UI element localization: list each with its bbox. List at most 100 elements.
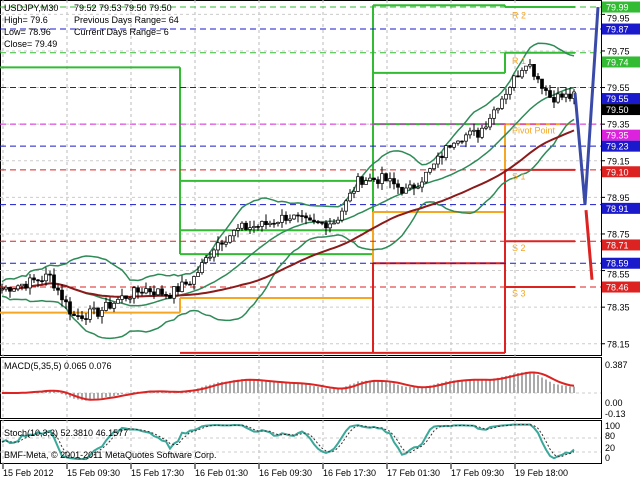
price-label-box bbox=[602, 140, 640, 152]
pivot-label: S 3 bbox=[512, 289, 526, 299]
candle-body bbox=[44, 273, 48, 282]
candle-body bbox=[108, 301, 112, 309]
x-tick-label: 16 Feb 09:30 bbox=[259, 468, 312, 478]
pivot-label: S 2 bbox=[512, 243, 526, 253]
candle-body bbox=[36, 279, 40, 282]
candle-body bbox=[532, 64, 536, 77]
candle-body bbox=[440, 155, 444, 159]
candle-body bbox=[524, 65, 528, 71]
copyright-label: BMF-Meta, © 2001-2011 MetaQuotes Softwar… bbox=[4, 450, 217, 460]
candle-body bbox=[428, 168, 432, 173]
candle-body bbox=[332, 222, 336, 225]
candle-body bbox=[500, 98, 504, 109]
candle-body bbox=[320, 221, 324, 224]
y-tick-label: 78.35 bbox=[607, 303, 630, 313]
candle-body bbox=[456, 140, 460, 144]
candle-body bbox=[316, 221, 320, 224]
candle-body bbox=[256, 226, 260, 228]
price-label-text: 79.10 bbox=[606, 167, 629, 177]
candle-body bbox=[400, 186, 404, 194]
candle-body bbox=[288, 218, 292, 221]
candle-body bbox=[484, 126, 488, 129]
candle-body bbox=[76, 315, 80, 317]
price-label-box bbox=[602, 104, 640, 116]
pivot-label: Pivot Point bbox=[512, 126, 556, 136]
candle-body bbox=[152, 291, 156, 296]
price-label-text: 79.50 bbox=[606, 105, 629, 115]
candle-body bbox=[424, 171, 428, 183]
candle-body bbox=[324, 222, 328, 229]
candle-body bbox=[4, 286, 8, 290]
x-tick-label: 15 Feb 2012 bbox=[3, 468, 54, 478]
candle-body bbox=[368, 177, 372, 181]
x-tick-label: 16 Feb 17:30 bbox=[323, 468, 376, 478]
candle-body bbox=[492, 109, 496, 119]
candle-body bbox=[88, 308, 92, 320]
candle-body bbox=[68, 301, 72, 315]
candle-body bbox=[304, 215, 308, 219]
bollinger-lower-band bbox=[1, 118, 575, 340]
price-label-text: 79.23 bbox=[606, 142, 629, 152]
candle-body bbox=[168, 294, 172, 299]
candle-body bbox=[444, 145, 448, 159]
y-tick-label: 78.95 bbox=[607, 193, 630, 203]
prev-range-label: Previous Days Range= 64 bbox=[74, 15, 179, 25]
candle-body bbox=[84, 318, 88, 320]
close-label: Close= 79.49 bbox=[4, 39, 58, 49]
candle-body bbox=[200, 262, 204, 273]
candle-body bbox=[176, 286, 180, 292]
candle-body bbox=[556, 93, 560, 103]
price-label-text: 78.59 bbox=[606, 259, 629, 269]
candle-body bbox=[372, 177, 376, 181]
candle-body bbox=[24, 283, 28, 289]
price-label-box bbox=[602, 239, 640, 251]
candle-body bbox=[312, 219, 316, 223]
low-label: Low= 78.96 bbox=[4, 27, 51, 37]
candle-body bbox=[352, 190, 356, 194]
candle-body bbox=[72, 313, 76, 316]
y-tick-label: 79.95 bbox=[607, 14, 630, 24]
candle-body bbox=[248, 227, 252, 230]
candle-body bbox=[240, 222, 244, 229]
candle-body bbox=[528, 64, 532, 67]
price-label-box bbox=[602, 129, 640, 141]
candle-body bbox=[40, 280, 44, 282]
candle-body bbox=[184, 281, 188, 285]
macd-tick-zero: 0.00 bbox=[605, 398, 623, 408]
candle-body bbox=[268, 222, 272, 225]
candle-body bbox=[476, 129, 480, 138]
candle-body bbox=[272, 222, 276, 225]
candle-body bbox=[472, 129, 476, 132]
candle-body bbox=[280, 214, 284, 223]
price-label-box bbox=[602, 257, 640, 269]
candle-body bbox=[480, 127, 484, 138]
ohlc-label: 79.52 79.53 79.50 79.50 bbox=[74, 3, 172, 13]
high-label: High= 79.6 bbox=[4, 15, 48, 25]
candle-body bbox=[540, 78, 544, 89]
price-label-box bbox=[602, 56, 640, 68]
candle-body bbox=[60, 289, 64, 301]
symbol-label: USDJPY,M30 bbox=[4, 3, 59, 13]
stoch-main-line bbox=[1, 423, 575, 461]
y-tick-label: 79.55 bbox=[607, 83, 630, 93]
candle-body bbox=[568, 93, 572, 99]
candle-body bbox=[552, 97, 556, 103]
forecast-blue-arrow bbox=[573, 6, 600, 205]
candle-body bbox=[192, 276, 196, 285]
candle-body bbox=[460, 140, 464, 143]
price-label-text: 79.55 bbox=[606, 94, 629, 104]
candle-body bbox=[160, 288, 164, 295]
price-label-text: 79.35 bbox=[606, 131, 629, 141]
candle-body bbox=[64, 299, 68, 303]
candle-body bbox=[432, 163, 436, 170]
candle-body bbox=[148, 288, 152, 293]
y-tick-label: 79.75 bbox=[607, 46, 630, 56]
stoch-tick-0: 0 bbox=[605, 453, 611, 463]
candle-body bbox=[296, 214, 300, 217]
candle-body bbox=[220, 242, 224, 245]
stoch-signal-line bbox=[1, 424, 575, 460]
candle-body bbox=[548, 90, 552, 98]
candle-body bbox=[508, 87, 512, 95]
x-tick-label: 19 Feb 18:00 bbox=[515, 468, 568, 478]
